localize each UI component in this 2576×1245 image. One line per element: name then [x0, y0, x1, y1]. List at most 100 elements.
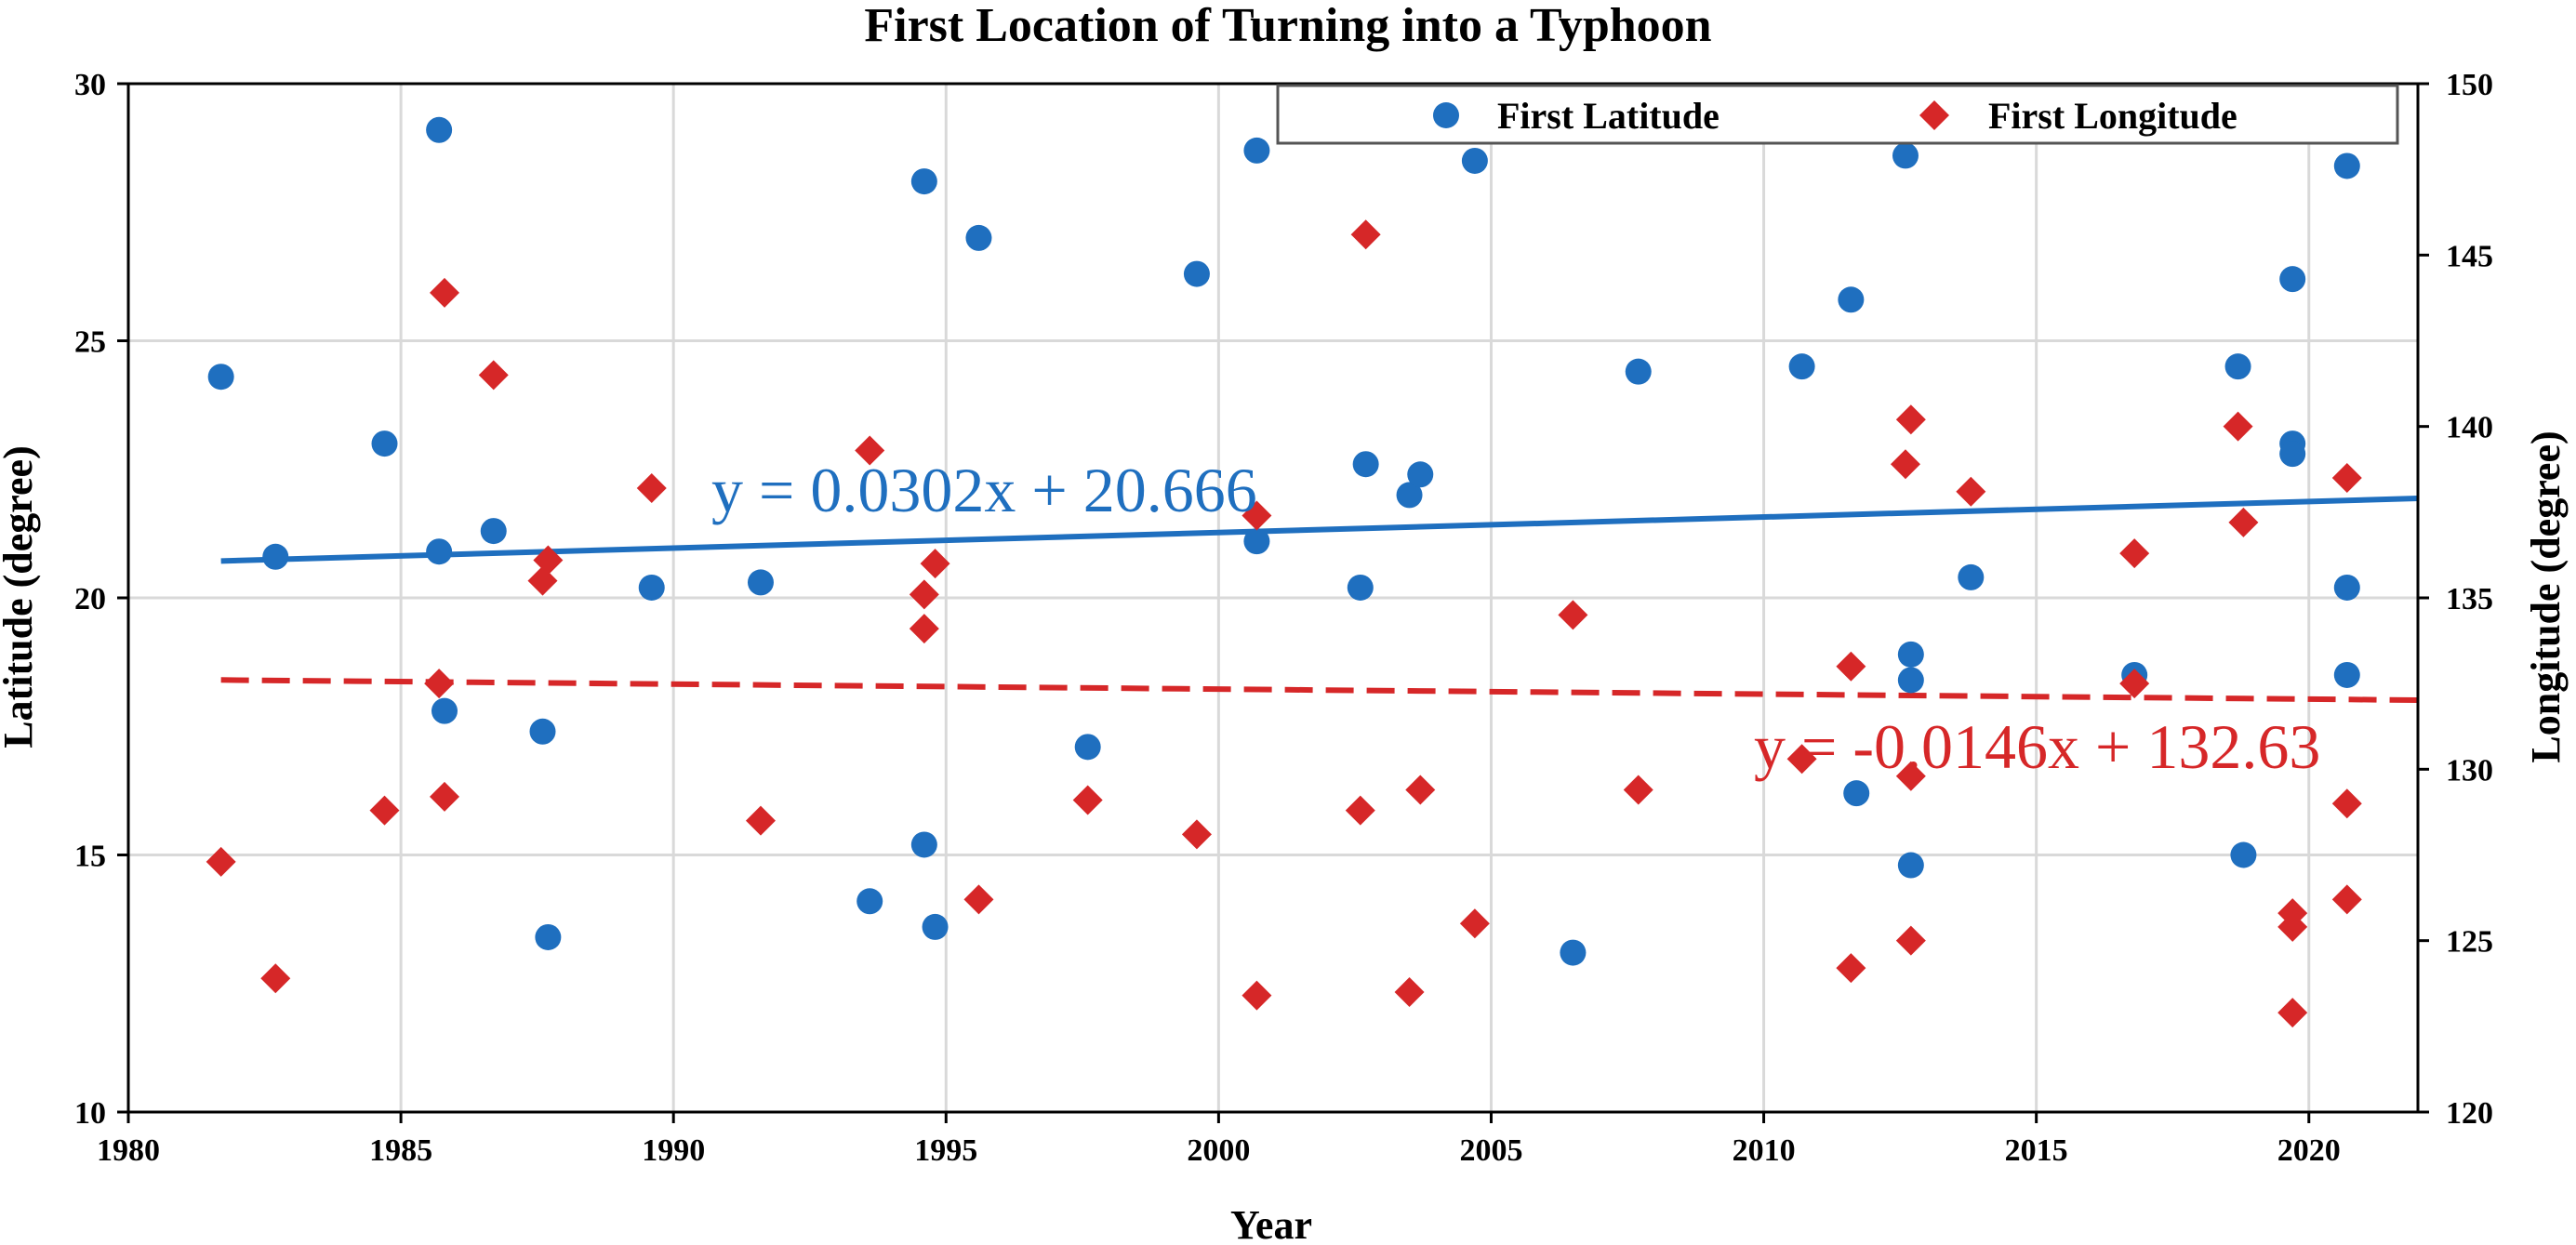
- latitude-point: [2279, 441, 2306, 468]
- longitude-point: [1558, 600, 1588, 630]
- longitude-point: [636, 473, 667, 504]
- longitude-point: [2223, 411, 2253, 442]
- plot-frame: [126, 82, 2420, 1114]
- longitude-point: [260, 963, 291, 994]
- longitude-point: [1895, 761, 1926, 791]
- y-right-tick-label: 120: [2446, 1096, 2493, 1131]
- latitude-point: [426, 538, 453, 565]
- longitude-point: [1786, 744, 1817, 775]
- latitude-point: [910, 831, 937, 858]
- latitude-point: [1897, 852, 1924, 879]
- longitude-point: [2277, 998, 2308, 1028]
- longitude-point: [1623, 775, 1653, 805]
- longitude-point: [1394, 976, 1425, 1007]
- longitude-point: [2119, 669, 2150, 699]
- x-tick-label: 1980: [97, 1133, 160, 1168]
- longitude-point: [1956, 476, 1986, 507]
- longitude-point: [1405, 775, 1436, 805]
- data-points: [206, 116, 2362, 1028]
- y-axis-label-right: Longitude (degree): [2523, 430, 2569, 762]
- trendline-equation-longitude: y = -0.0146x + 132.63: [1754, 711, 2320, 782]
- latitude-point: [1243, 528, 1270, 555]
- latitude-point: [207, 364, 234, 391]
- legend-marker-latitude: [1433, 102, 1459, 128]
- legend-label-latitude: First Latitude: [1497, 95, 1720, 137]
- legend-marker-longitude: [1919, 100, 1949, 130]
- x-tick-label: 1990: [642, 1133, 705, 1168]
- legend-label-longitude: First Longitude: [1988, 95, 2237, 137]
- longitude-point: [920, 549, 950, 579]
- longitude-point: [369, 795, 400, 826]
- latitude-point: [922, 913, 949, 940]
- latitude-point: [965, 224, 992, 251]
- longitude-point: [2228, 507, 2259, 537]
- latitude-point: [1407, 461, 1434, 488]
- longitude-point: [1350, 219, 1381, 250]
- latitude-point: [1347, 574, 1374, 601]
- trendline-latitude: [220, 496, 2419, 564]
- latitude-point: [1560, 939, 1587, 966]
- latitude-point: [2224, 353, 2251, 380]
- longitude-point: [1072, 785, 1103, 815]
- axes: 1980 1985 1990 1995 2000 2005 2010 2015 20201015…: [74, 68, 2493, 1168]
- y-axis-label-left: Latitude (degree): [0, 445, 41, 748]
- latitude-point: [747, 569, 774, 596]
- x-tick-label: 2020: [2277, 1133, 2341, 1168]
- latitude-point: [1243, 137, 1270, 164]
- latitude-point: [2333, 152, 2360, 179]
- longitude-point: [2331, 788, 2362, 819]
- latitude-point: [480, 518, 507, 545]
- chart-title: First Location of Turning into a Typhoon: [864, 0, 1711, 52]
- latitude-point: [1897, 641, 1924, 668]
- y-left-tick-label: 20: [74, 582, 106, 616]
- longitude-point: [1242, 500, 1272, 531]
- legend-box: [1276, 84, 2399, 145]
- y-left-tick-label: 15: [74, 840, 106, 874]
- latitude-point: [426, 116, 453, 143]
- legend: First Latitude First Longitude: [1276, 84, 2399, 145]
- latitude-point: [1897, 667, 1924, 694]
- y-right-tick-label: 150: [2446, 68, 2493, 102]
- longitude-point: [855, 435, 885, 466]
- longitude-point: [1836, 953, 1866, 984]
- longitude-point: [2331, 462, 2362, 493]
- longitude-point: [1459, 908, 1490, 939]
- y-right-tick-label: 145: [2446, 239, 2493, 273]
- latitude-point: [1625, 358, 1652, 385]
- longitude-point: [909, 614, 939, 644]
- latitude-point: [1074, 734, 1101, 761]
- latitude-point: [1396, 482, 1423, 509]
- longitude-point: [1181, 819, 1212, 850]
- latitude-point: [1958, 563, 1985, 590]
- longitude-point: [206, 846, 236, 877]
- trendlines: [220, 496, 2419, 703]
- x-tick-label: 1985: [369, 1133, 432, 1168]
- longitude-point: [2331, 884, 2362, 915]
- longitude-point: [429, 277, 459, 308]
- latitude-point: [371, 430, 398, 457]
- latitude-point: [2279, 266, 2306, 293]
- longitude-point: [1895, 925, 1926, 956]
- latitude-point: [1892, 142, 1919, 169]
- longitude-point: [963, 884, 994, 915]
- y-right-tick-label: 140: [2446, 411, 2493, 445]
- latitude-point: [2333, 574, 2360, 601]
- latitude-point: [2230, 841, 2257, 868]
- longitude-point: [533, 545, 564, 576]
- latitude-point: [1838, 286, 1865, 313]
- x-tick-label: 2015: [2005, 1133, 2068, 1168]
- longitude-point: [2119, 538, 2150, 569]
- y-left-tick-label: 10: [74, 1096, 106, 1131]
- latitude-point: [856, 888, 883, 915]
- latitude-point: [1788, 353, 1815, 380]
- trendline-longitude: [220, 677, 2419, 703]
- longitude-point: [745, 805, 776, 836]
- latitude-point: [910, 168, 937, 195]
- latitude-point: [535, 923, 562, 950]
- longitude-point: [429, 781, 459, 812]
- longitude-point: [909, 579, 939, 610]
- x-tick-label: 2010: [1733, 1133, 1796, 1168]
- latitude-point: [2333, 661, 2360, 688]
- trendline-equation-latitude: y = 0.0302x + 20.666: [711, 455, 1257, 525]
